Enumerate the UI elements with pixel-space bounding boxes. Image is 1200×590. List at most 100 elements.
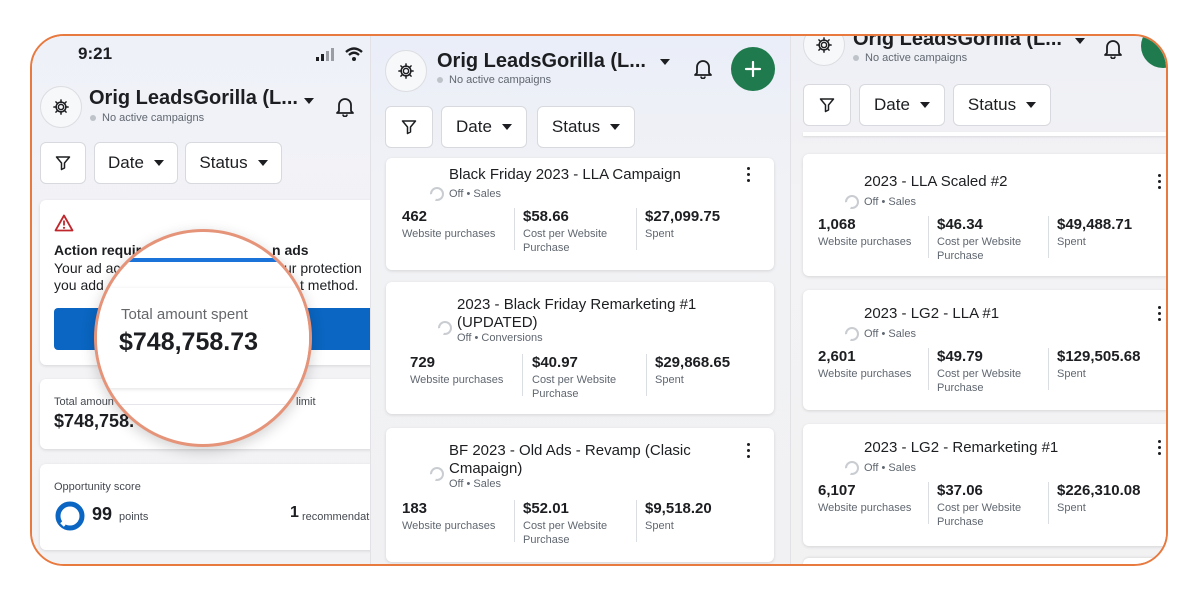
metric-label: Cost per Website Purchase xyxy=(532,374,617,400)
campaign-status: Off • Sales xyxy=(864,328,916,340)
bell-icon[interactable] xyxy=(1103,38,1123,59)
metric-value: $129,505.68 xyxy=(1057,348,1141,365)
metric-value: $49,488.71 xyxy=(1057,216,1133,233)
panel-campaigns-list-1: Orig LeadsGorilla (L... No active campai… xyxy=(370,36,790,564)
bell-icon[interactable] xyxy=(335,96,355,117)
panel-campaigns-list-2: Orig LeadsGorilla (L... No active campai… xyxy=(790,36,1166,564)
more-options-icon[interactable] xyxy=(747,167,751,182)
metric-value: 183 xyxy=(402,500,428,517)
filter-icon xyxy=(55,156,71,171)
campaign-title: Black Friday 2023 - LLA Campaign xyxy=(449,166,681,183)
score-ring-icon xyxy=(55,501,85,531)
metric-divider xyxy=(928,482,929,524)
account-name[interactable]: Orig LeadsGorilla (L... xyxy=(89,87,298,109)
recommendations-count: 1 xyxy=(290,504,299,521)
metric-cost: $37.06 Cost per Website Purchase xyxy=(937,482,1047,529)
signal-icon xyxy=(316,48,334,61)
metric-label: Spent xyxy=(1057,236,1086,248)
campaign-toggle[interactable] xyxy=(843,327,859,342)
filter-button[interactable] xyxy=(40,142,86,184)
magnified-spend-value: $748,758.73 xyxy=(119,328,259,356)
settings-button[interactable] xyxy=(385,50,427,92)
more-options-icon[interactable] xyxy=(1158,174,1162,189)
campaign-toggle[interactable] xyxy=(843,461,859,476)
campaign-title: BF 2023 - Old Ads - Revamp (Clasic Cmapa… xyxy=(449,442,691,477)
metric-label: Cost per Website Purchase xyxy=(523,520,608,546)
metric-value: $226,310.08 xyxy=(1057,482,1141,499)
magnified-spend-card xyxy=(97,288,309,388)
chevron-down-icon[interactable] xyxy=(660,59,670,65)
campaign-card[interactable]: BF 2023 - Old Ads - Revamp (Clasic Cmapa… xyxy=(386,428,774,562)
metric-label: Spent xyxy=(645,520,674,532)
chevron-down-icon[interactable] xyxy=(304,98,314,104)
chevron-down-icon[interactable] xyxy=(1075,38,1085,44)
metric-spent: $226,310.08 Spent xyxy=(1057,482,1166,515)
campaign-toggle[interactable] xyxy=(843,195,859,210)
metric-divider xyxy=(1048,348,1049,390)
date-filter-label: Date xyxy=(874,95,910,114)
campaign-card[interactable]: 2023 - LG2 - Remarketing #1 Off • Sales … xyxy=(803,424,1166,546)
opportunity-score-card[interactable]: Opportunity score 99 points 1 recommenda… xyxy=(40,464,370,550)
campaign-card[interactable]: 2023 - LG2 - LLA #1 Off • Sales 2,601 Web… xyxy=(803,290,1166,410)
metric-label: Spent xyxy=(1057,502,1086,514)
metric-divider xyxy=(928,348,929,390)
metric-label: Website purchases xyxy=(818,502,912,514)
metric-divider xyxy=(514,208,515,250)
metric-divider xyxy=(522,354,523,396)
create-campaign-button[interactable] xyxy=(731,47,775,91)
magnified-button-edge xyxy=(97,258,309,262)
campaign-toggle[interactable] xyxy=(428,467,444,482)
date-filter[interactable]: Date xyxy=(94,142,178,184)
metric-divider xyxy=(928,216,929,258)
account-name[interactable]: Orig LeadsGorilla (L... xyxy=(853,36,1062,50)
filter-icon xyxy=(819,98,835,113)
campaign-title: 2023 - LLA Scaled #2 xyxy=(864,173,1008,190)
campaign-card[interactable]: Black Friday 2023 - LLA Campaign Off • S… xyxy=(386,158,774,270)
filter-button[interactable] xyxy=(803,84,851,126)
metric-label: Website purchases xyxy=(402,228,496,240)
filter-button[interactable] xyxy=(385,106,433,148)
date-filter-label: Date xyxy=(108,153,144,172)
more-options-icon[interactable] xyxy=(1158,440,1162,455)
metric-label: Cost per Website Purchase xyxy=(937,502,1022,528)
metric-value: $52.01 xyxy=(523,500,569,517)
recommendations-label: recommendat xyxy=(302,511,370,523)
date-filter[interactable]: Date xyxy=(441,106,527,148)
metric-divider xyxy=(1048,482,1049,524)
campaign-status: Off • Sales xyxy=(864,462,916,474)
status-time: 9:21 xyxy=(78,44,113,63)
more-options-icon[interactable] xyxy=(747,443,751,458)
account-subtitle: No active campaigns xyxy=(437,74,551,86)
date-filter[interactable]: Date xyxy=(859,84,945,126)
account-name[interactable]: Orig LeadsGorilla (L... xyxy=(437,50,646,72)
account-subtitle: No active campaigns xyxy=(90,112,204,124)
more-options-icon[interactable] xyxy=(1158,306,1162,321)
metric-value: $46.34 xyxy=(937,216,983,233)
magnified-divider xyxy=(97,404,309,405)
warning-icon xyxy=(54,214,74,232)
metric-divider xyxy=(1048,216,1049,258)
opportunity-score-unit: points xyxy=(119,511,149,523)
chevron-down-icon xyxy=(919,102,930,108)
settings-button[interactable] xyxy=(803,36,845,66)
metric-results: 2,601 Website purchases xyxy=(818,348,928,381)
bell-icon[interactable] xyxy=(693,58,713,79)
chevron-down-icon xyxy=(501,124,512,130)
campaign-toggle[interactable] xyxy=(436,321,452,336)
status-filter[interactable]: Status xyxy=(537,106,635,148)
status-filter[interactable]: Status xyxy=(953,84,1051,126)
metric-results: 729 Website purchases xyxy=(410,354,520,387)
status-filter-label: Status xyxy=(199,153,248,172)
create-campaign-button[interactable] xyxy=(1141,36,1166,68)
settings-button[interactable] xyxy=(40,86,82,128)
alert-title-left: Action requir xyxy=(54,242,142,258)
status-filter-label: Status xyxy=(967,95,1017,114)
campaign-toggle[interactable] xyxy=(428,187,444,202)
status-filter[interactable]: Status xyxy=(185,142,282,184)
metric-cost: $49.79 Cost per Website Purchase xyxy=(937,348,1047,395)
total-spend-label-left: Total amoun xyxy=(54,396,114,408)
total-spend-value: $748,758. xyxy=(54,411,135,431)
campaign-card[interactable]: 2023 - LLA Scaled #2 Off • Sales 1,068 We… xyxy=(803,154,1166,276)
filter-icon xyxy=(401,120,417,135)
campaign-card[interactable]: 2023 - Black Friday Remarketing #1 (UPDA… xyxy=(386,282,774,414)
